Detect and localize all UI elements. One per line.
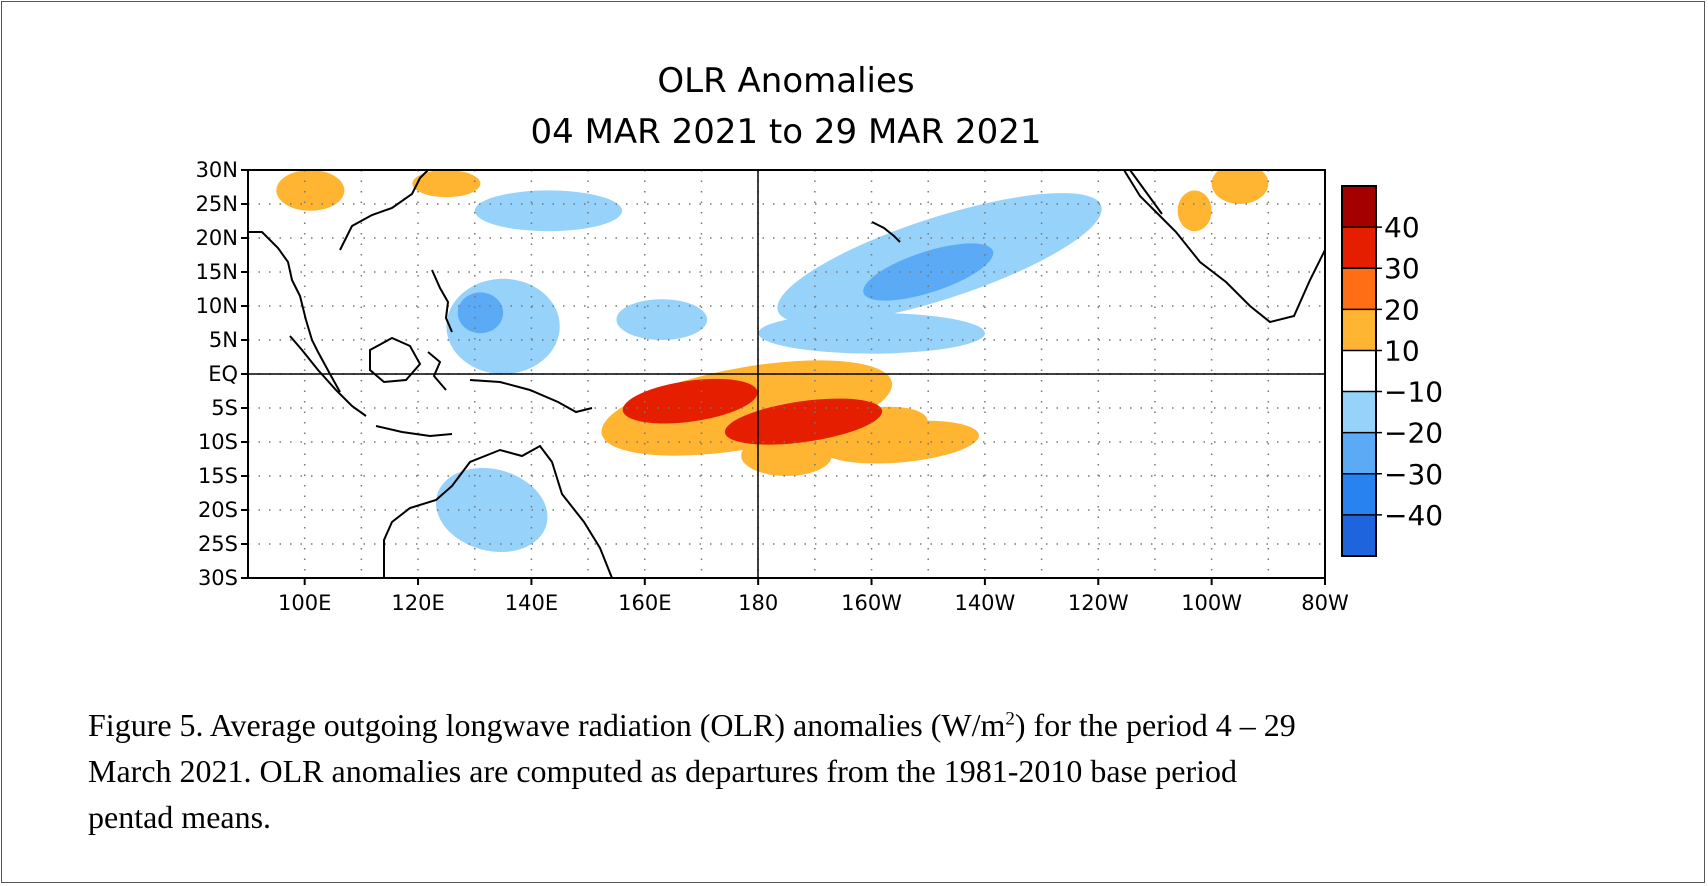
colorbar: 40 30 20 10 −10 −20 −30 −40 bbox=[1342, 186, 1443, 556]
olr-anomaly-map: OLR Anomalies 04 MAR 2021 to 29 MAR 2021… bbox=[0, 0, 1708, 700]
colorbar-segment bbox=[1342, 515, 1376, 556]
y-tick-label: 5S bbox=[211, 396, 238, 420]
anomaly-region bbox=[458, 292, 503, 333]
x-tick-label: 100W bbox=[1181, 591, 1242, 615]
x-tick-label: 160W bbox=[841, 591, 902, 615]
y-axis-ticks: 30N 25N 20N 15N 10N 5N EQ 5S 10S 15S 20S 25S 30S bbox=[196, 158, 248, 590]
y-tick-label: 15N bbox=[196, 260, 238, 284]
colorbar-label: −10 bbox=[1384, 376, 1443, 409]
colorbar-segment bbox=[1342, 392, 1376, 433]
colorbar-label: 40 bbox=[1384, 211, 1420, 244]
caption-line-3: pentad means. bbox=[88, 794, 1648, 840]
x-tick-label: 120W bbox=[1068, 591, 1129, 615]
colorbar-segment bbox=[1342, 474, 1376, 515]
anomaly-region bbox=[1178, 190, 1212, 231]
map-title-line2: 04 MAR 2021 to 29 MAR 2021 bbox=[531, 112, 1042, 152]
x-tick-label: 80W bbox=[1301, 591, 1349, 615]
y-tick-label: 20S bbox=[198, 498, 238, 522]
map-title-line1: OLR Anomalies bbox=[657, 61, 914, 101]
x-tick-label: 140E bbox=[505, 591, 558, 615]
x-tick-label: 120E bbox=[391, 591, 444, 615]
y-tick-label: 30N bbox=[196, 158, 238, 182]
caption-line-1: Figure 5. Average outgoing longwave radi… bbox=[88, 702, 1648, 748]
x-tick-label: 100E bbox=[278, 591, 331, 615]
y-tick-label: EQ bbox=[208, 362, 238, 386]
anomaly-region bbox=[475, 190, 622, 231]
y-tick-label: 25N bbox=[196, 192, 238, 216]
y-tick-label: 5N bbox=[209, 328, 238, 352]
colorbar-segment bbox=[1342, 433, 1376, 474]
x-tick-label: 180 bbox=[738, 591, 778, 615]
colorbar-label: 10 bbox=[1384, 334, 1420, 367]
y-tick-label: 20N bbox=[196, 226, 238, 250]
caption-line-1-suffix: ) for the period 4 – 29 bbox=[1015, 707, 1296, 743]
colorbar-label: −20 bbox=[1384, 417, 1443, 450]
colorbar-segment bbox=[1342, 186, 1376, 227]
anomaly-region bbox=[446, 279, 559, 374]
anomaly-region bbox=[276, 170, 344, 211]
x-tick-label: 140W bbox=[954, 591, 1015, 615]
caption-superscript: 2 bbox=[1005, 708, 1015, 729]
figure-caption: Figure 5. Average outgoing longwave radi… bbox=[88, 702, 1648, 840]
x-axis-ticks: 100E 120E 140E 160E 180 160W 140W 120W 100W 80W bbox=[278, 578, 1349, 615]
y-tick-label: 25S bbox=[198, 532, 238, 556]
y-tick-label: 10N bbox=[196, 294, 238, 318]
colorbar-segment bbox=[1342, 350, 1376, 391]
colorbar-segment bbox=[1342, 268, 1376, 309]
colorbar-label: −30 bbox=[1384, 458, 1443, 491]
y-tick-label: 30S bbox=[198, 566, 238, 590]
anomaly-region bbox=[758, 313, 985, 354]
y-tick-label: 10S bbox=[198, 430, 238, 454]
anomaly-region bbox=[616, 299, 707, 340]
caption-line-2: March 2021. OLR anomalies are computed a… bbox=[88, 748, 1648, 794]
x-tick-label: 160E bbox=[618, 591, 671, 615]
caption-line-1-prefix: Figure 5. Average outgoing longwave radi… bbox=[88, 707, 1005, 743]
colorbar-segment bbox=[1342, 227, 1376, 268]
colorbar-label: −40 bbox=[1384, 499, 1443, 532]
colorbar-label: 30 bbox=[1384, 252, 1420, 285]
y-tick-label: 15S bbox=[198, 464, 238, 488]
colorbar-label: 20 bbox=[1384, 293, 1420, 326]
colorbar-segment bbox=[1342, 309, 1376, 350]
